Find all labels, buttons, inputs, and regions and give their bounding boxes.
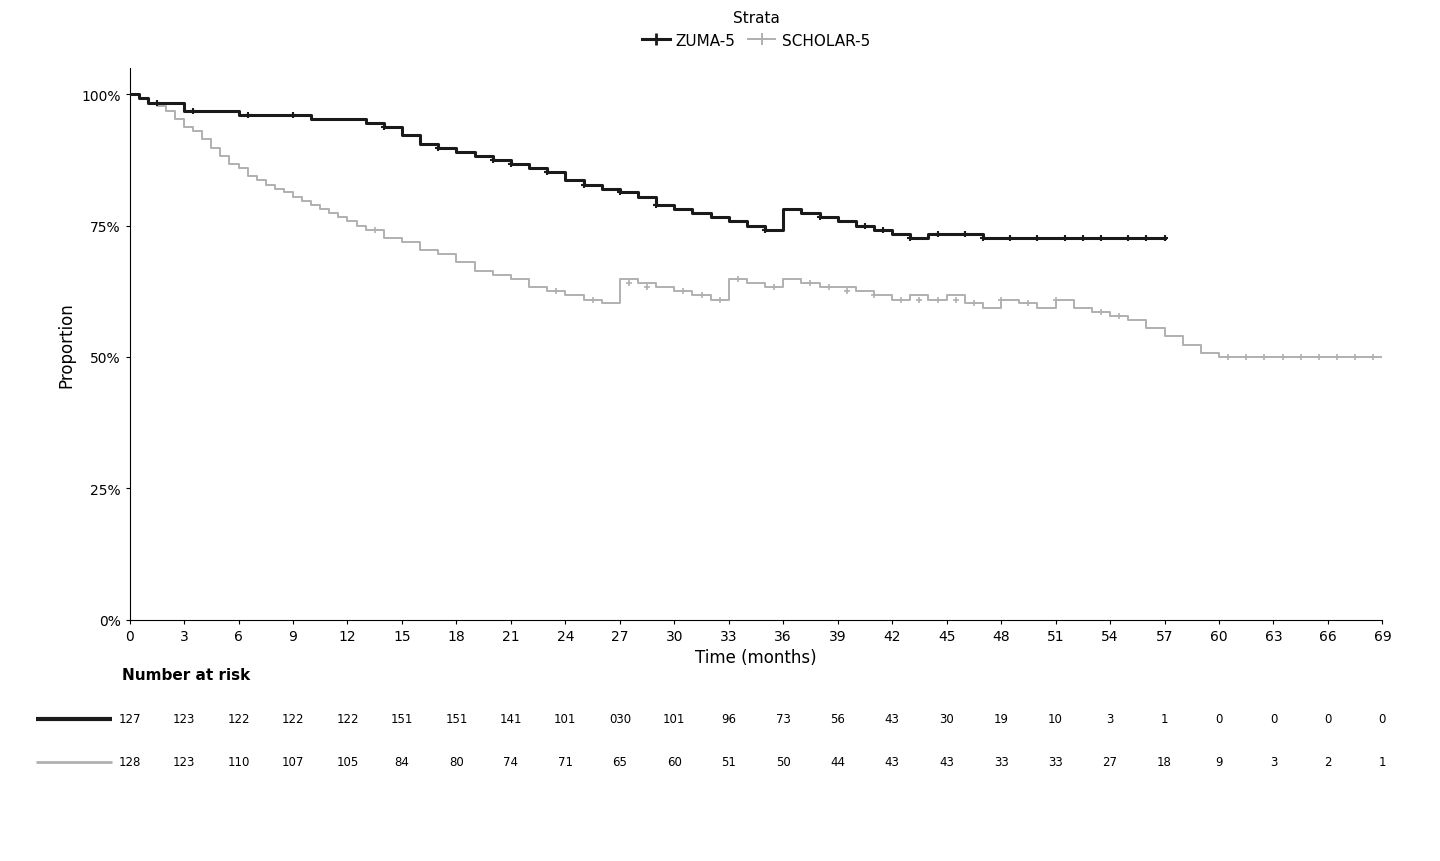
Text: 141: 141 <box>500 712 523 726</box>
Text: 0: 0 <box>1378 712 1387 726</box>
Text: 27: 27 <box>1103 755 1117 769</box>
Text: 3: 3 <box>1106 712 1113 726</box>
Text: 43: 43 <box>939 755 955 769</box>
Text: 110: 110 <box>228 755 249 769</box>
Text: 18: 18 <box>1158 755 1172 769</box>
Text: 51: 51 <box>721 755 736 769</box>
Text: 123: 123 <box>173 712 196 726</box>
Text: 10: 10 <box>1048 712 1063 726</box>
X-axis label: Time (months): Time (months) <box>696 648 816 666</box>
Text: 2: 2 <box>1325 755 1332 769</box>
Text: 1: 1 <box>1378 755 1387 769</box>
Text: 43: 43 <box>884 712 900 726</box>
Text: 19: 19 <box>994 712 1008 726</box>
Legend: ZUMA-5, SCHOLAR-5: ZUMA-5, SCHOLAR-5 <box>636 5 876 55</box>
Text: 030: 030 <box>609 712 631 726</box>
Text: 123: 123 <box>173 755 196 769</box>
Text: 1: 1 <box>1161 712 1168 726</box>
Text: 71: 71 <box>557 755 573 769</box>
Text: 65: 65 <box>612 755 628 769</box>
Text: 0: 0 <box>1325 712 1332 726</box>
Text: 43: 43 <box>884 755 900 769</box>
Text: 56: 56 <box>831 712 845 726</box>
Text: 107: 107 <box>282 755 304 769</box>
Text: 44: 44 <box>831 755 845 769</box>
Text: 105: 105 <box>337 755 359 769</box>
Text: 60: 60 <box>667 755 681 769</box>
Text: 33: 33 <box>1048 755 1063 769</box>
Y-axis label: Proportion: Proportion <box>58 301 75 387</box>
Text: 3: 3 <box>1270 755 1277 769</box>
Text: Number at risk: Number at risk <box>122 667 251 682</box>
Text: 30: 30 <box>939 712 955 726</box>
Text: 73: 73 <box>776 712 791 726</box>
Text: 128: 128 <box>118 755 141 769</box>
Text: 33: 33 <box>994 755 1008 769</box>
Text: 101: 101 <box>662 712 685 726</box>
Text: 80: 80 <box>449 755 464 769</box>
Text: 0: 0 <box>1215 712 1223 726</box>
Text: 122: 122 <box>336 712 359 726</box>
Text: 74: 74 <box>504 755 518 769</box>
Text: 96: 96 <box>721 712 736 726</box>
Text: 50: 50 <box>776 755 791 769</box>
Text: 0: 0 <box>1270 712 1277 726</box>
Text: 122: 122 <box>228 712 249 726</box>
Text: 122: 122 <box>282 712 304 726</box>
Text: 101: 101 <box>554 712 576 726</box>
Text: 151: 151 <box>390 712 413 726</box>
Text: 9: 9 <box>1215 755 1223 769</box>
Text: 127: 127 <box>118 712 141 726</box>
Text: 151: 151 <box>445 712 468 726</box>
Text: 84: 84 <box>395 755 409 769</box>
